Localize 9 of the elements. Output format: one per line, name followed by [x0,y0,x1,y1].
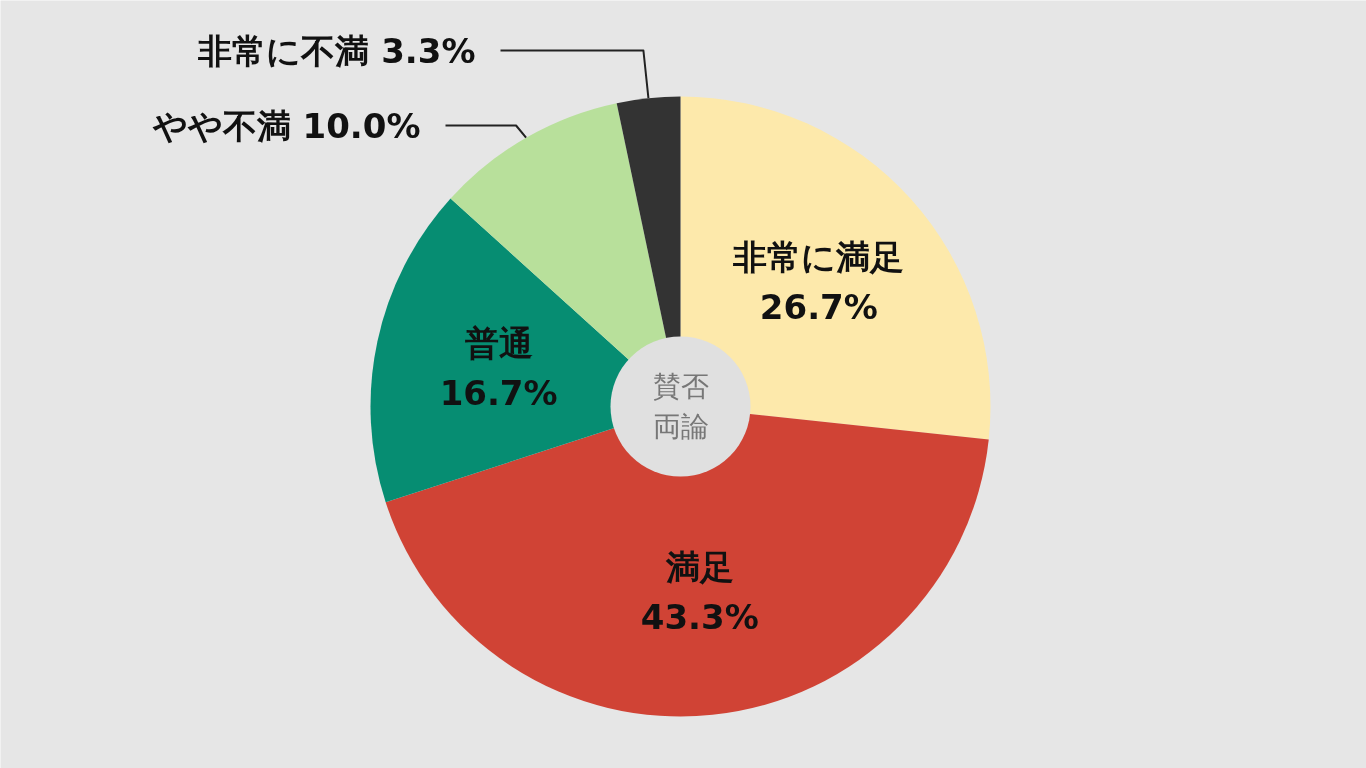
text: 賛否両論 [652,370,709,443]
slice-label: 非常に不満 3.3% [197,30,476,71]
data-label: 26.7% [759,287,878,328]
slice-label: やや不満 10.0% [151,105,421,146]
data-label: 16.7% [439,372,558,413]
slice-label: 普通 [464,322,533,363]
slice-label: 非常に満足 [732,237,905,278]
slice-label: 満足 [664,546,734,587]
data-label: 43.3% [640,596,759,637]
